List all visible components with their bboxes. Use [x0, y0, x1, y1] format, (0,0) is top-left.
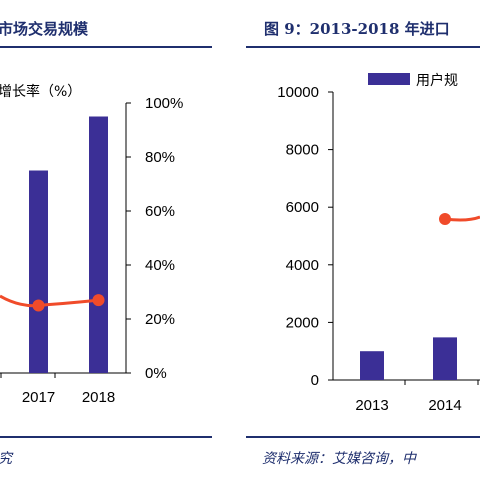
right-legend-label: 用户规 [416, 72, 458, 89]
left-bar-2017 [29, 170, 48, 373]
right-source-rule [246, 436, 480, 438]
left-y2-tick-label: 0% [145, 365, 167, 382]
left-chart-title: 市场交易规模 [0, 20, 89, 38]
right-y-tick-label: 0 [311, 372, 319, 389]
left-x-tick-label: 2018 [82, 389, 115, 406]
left-chart: 100% 80% 60% 40% 20% 0% 2017 2018 增长率（%） [0, 83, 183, 406]
left-source-rule [0, 436, 212, 438]
left-bar-2018 [89, 116, 108, 373]
right-legend-swatch [368, 73, 410, 85]
right-chart-title: 图 9：2013-2018 年进口 [264, 20, 450, 38]
right-x-tick-label: 2013 [355, 397, 388, 414]
left-x-tick-label: 2017 [22, 389, 55, 406]
left-y2-tick-label: 20% [145, 311, 175, 328]
left-y2-tick-label: 80% [145, 149, 175, 166]
right-growth-point-2014 [439, 213, 451, 225]
left-y2-tick-label: 60% [145, 203, 175, 220]
right-y-tick-label: 4000 [286, 257, 319, 274]
right-chart: 10000 8000 6000 4000 2000 0 2013 2014 用户规 [277, 72, 480, 414]
right-title-rule [246, 46, 480, 48]
left-source-note: 究 [0, 448, 12, 468]
right-y-tick-label: 10000 [277, 84, 319, 101]
left-y2-tick-label: 100% [145, 95, 183, 112]
right-source-note: 资料来源：艾媒咨询，中 [262, 451, 416, 467]
right-y-tick-label: 2000 [286, 314, 319, 331]
left-growth-line [0, 294, 99, 308]
left-title-rule [0, 46, 212, 48]
right-x-tick-label: 2014 [428, 397, 461, 414]
right-y-tick-label: 6000 [286, 199, 319, 216]
right-bar-2014 [433, 337, 457, 380]
right-y-tick-label: 8000 [286, 142, 319, 159]
left-y2-tick-label: 40% [145, 257, 175, 274]
left-growth-point-2018 [92, 294, 105, 307]
left-growth-point-2017 [32, 299, 45, 312]
left-legend-label: 增长率（%） [0, 83, 81, 100]
right-bar-2013 [360, 351, 384, 380]
